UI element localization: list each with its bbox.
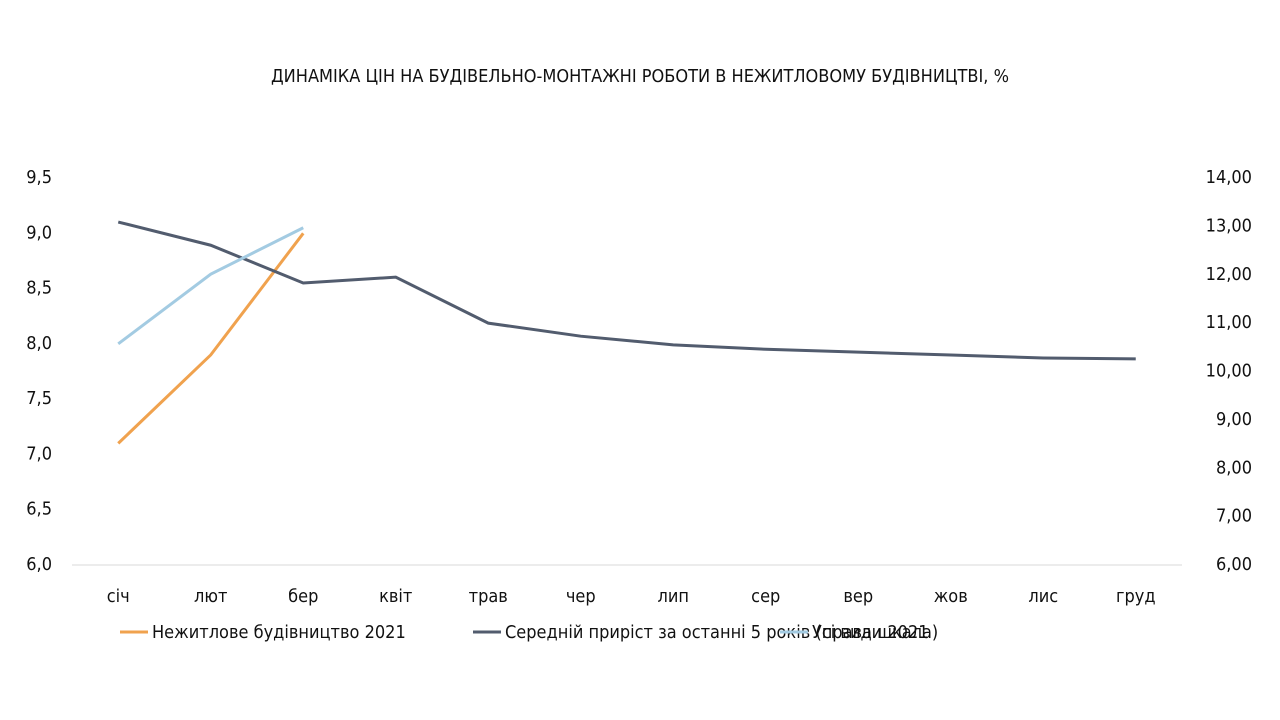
y2-tick-label: 8,00 <box>1216 457 1252 478</box>
x-tick-label: груд <box>1116 586 1156 607</box>
x-tick-label: чер <box>566 586 596 607</box>
y-tick-label: 6,5 <box>26 499 52 520</box>
x-tick-label: лют <box>194 586 227 607</box>
chart-title: ДИНАМІКА ЦІН НА БУДІВЕЛЬНО-МОНТАЖНІ РОБО… <box>271 66 1009 87</box>
x-tick-label: квіт <box>379 586 412 607</box>
x-tick-label: жов <box>934 586 968 607</box>
y2-tick-label: 9,00 <box>1216 409 1252 430</box>
y2-tick-label: 12,00 <box>1206 264 1252 285</box>
legend-label: Середній приріст за останні 5 років (пра… <box>505 622 938 643</box>
y-tick-label: 8,0 <box>26 333 52 354</box>
y-tick-label: 9,0 <box>26 222 52 243</box>
y2-tick-label: 11,00 <box>1206 312 1252 333</box>
x-tick-label: вер <box>843 586 873 607</box>
y-tick-label: 9,5 <box>26 167 52 188</box>
x-tick-label: сер <box>751 586 780 607</box>
y2-tick-label: 7,00 <box>1216 506 1252 527</box>
line-series <box>117 232 305 445</box>
line-series <box>117 226 304 346</box>
y2-tick-label: 10,00 <box>1206 361 1252 382</box>
legend-label: Усі види 2021 <box>812 622 929 643</box>
y2-tick-label: 13,00 <box>1206 215 1252 236</box>
y2-tick-label: 14,00 <box>1206 167 1252 188</box>
x-tick-label: лип <box>658 586 689 607</box>
legend-label: Нежитлове будівництво 2021 <box>152 622 406 643</box>
x-tick-label: січ <box>107 586 130 607</box>
y-tick-label: 7,5 <box>26 388 52 409</box>
y2-tick-label: 6,00 <box>1216 554 1252 575</box>
line-series <box>117 220 1136 361</box>
x-tick-label: лис <box>1028 586 1058 607</box>
y-tick-label: 7,0 <box>26 443 52 464</box>
x-tick-label: бер <box>288 586 318 607</box>
y-tick-label: 6,0 <box>26 554 52 575</box>
x-tick-label: трав <box>469 586 508 607</box>
y-tick-label: 8,5 <box>26 278 52 299</box>
